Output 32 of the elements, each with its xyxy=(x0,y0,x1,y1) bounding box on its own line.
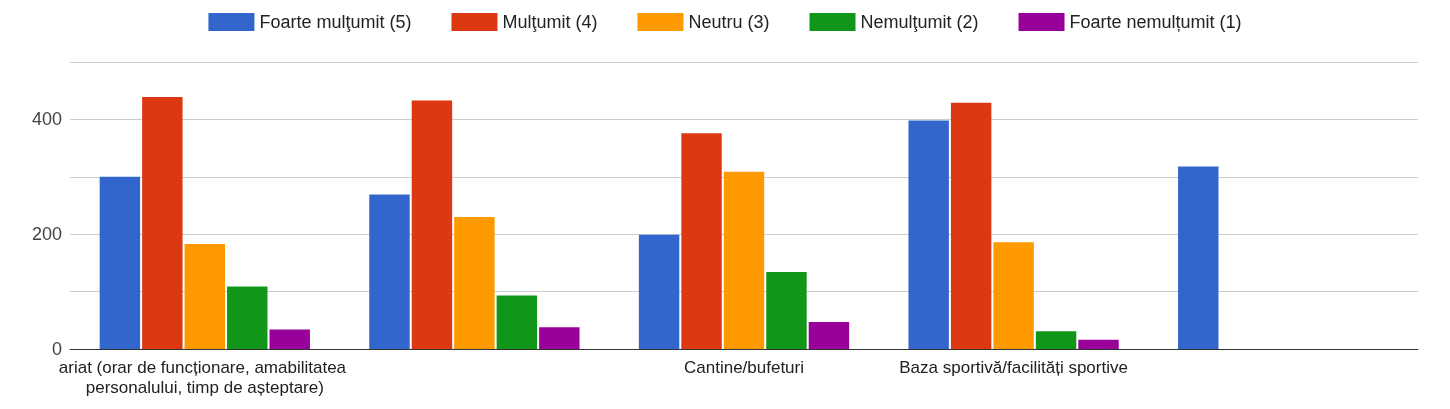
y-tick-label: 400 xyxy=(31,109,62,130)
bar xyxy=(269,329,310,349)
x-tick-label: ariat (orar de funcționare, amabilitatea personalului, timp de așteptare) xyxy=(58,357,351,397)
bar xyxy=(681,133,722,349)
legend-label: Neutru (3) xyxy=(688,12,770,32)
bar xyxy=(369,194,410,349)
bar xyxy=(993,242,1034,349)
legend-label: Foarte mulţumit (5) xyxy=(259,12,412,32)
y-tick-label: 200 xyxy=(31,224,62,245)
bar xyxy=(808,322,850,349)
bar xyxy=(184,243,226,349)
bar xyxy=(908,120,949,349)
legend-label: Mulţumit (4) xyxy=(502,12,598,32)
x-tick-label: Cantine/bufeturi xyxy=(683,357,805,377)
bar xyxy=(766,272,807,349)
bar xyxy=(142,97,183,349)
bar xyxy=(411,100,453,349)
bar xyxy=(1078,339,1119,349)
bar xyxy=(227,286,268,349)
legend-label: Foarte nemulțumit (1) xyxy=(1069,12,1242,32)
bar xyxy=(539,327,580,349)
legend-label: Nemulţumit (2) xyxy=(860,12,979,32)
y-tick-label: 0 xyxy=(51,339,62,359)
bar xyxy=(454,216,495,349)
bar xyxy=(723,171,765,349)
bar xyxy=(99,176,141,349)
bar xyxy=(1035,331,1077,349)
x-tick-label: Baza sportivă/facilități sportive xyxy=(899,357,1128,377)
bar xyxy=(496,295,538,349)
bar xyxy=(638,234,680,349)
bar xyxy=(1178,166,1219,349)
bar xyxy=(950,102,992,349)
